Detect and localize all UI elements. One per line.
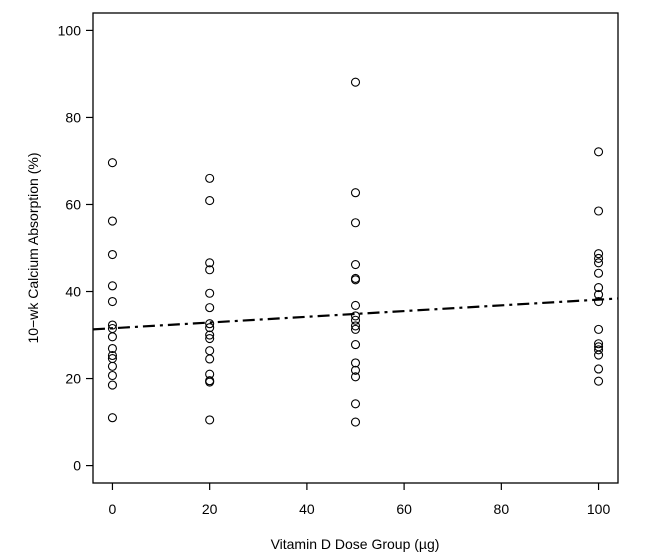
data-point	[594, 253, 604, 263]
data-point	[205, 258, 215, 268]
data-point	[594, 339, 604, 349]
data-point	[594, 147, 604, 157]
plot-frame	[92, 12, 619, 484]
data-point	[594, 258, 604, 268]
data-point	[205, 330, 215, 340]
data-point	[350, 315, 361, 325]
data-point	[107, 216, 117, 226]
data-point	[594, 296, 604, 307]
data-point	[594, 376, 604, 386]
x-tick-label-4: 80	[494, 501, 510, 517]
data-point	[205, 354, 215, 364]
x-tick-label-3: 60	[396, 501, 412, 517]
data-point	[594, 345, 604, 355]
x-axis-title: Vitamin D Dose Group (µg)	[271, 536, 440, 552]
data-point	[594, 350, 604, 360]
data-point	[107, 370, 117, 381]
data-point	[205, 265, 215, 275]
y-tick-label-3: 60	[65, 196, 81, 212]
data-point	[350, 188, 361, 198]
data-point	[107, 350, 117, 361]
data-point	[350, 275, 361, 285]
data-point	[205, 196, 215, 206]
data-point	[205, 346, 215, 356]
x-tick-label-2: 40	[299, 501, 315, 517]
data-point	[205, 319, 215, 329]
data-point	[350, 399, 361, 409]
data-point	[350, 300, 361, 310]
data-point	[350, 365, 361, 375]
data-point	[205, 323, 215, 333]
data-point	[107, 296, 117, 307]
data-point	[594, 249, 604, 259]
data-point	[350, 340, 361, 350]
y-axis: 0 20 40 60 80 100	[58, 22, 93, 474]
data-point	[205, 173, 215, 183]
data-point	[594, 206, 604, 216]
y-axis-title: 10−wk Calcium Absorption (%)	[25, 152, 41, 343]
data-points	[107, 77, 604, 427]
data-point	[350, 218, 361, 228]
data-point	[350, 358, 361, 368]
data-point	[350, 77, 361, 87]
x-tick-label-5: 100	[587, 501, 611, 517]
data-point	[594, 364, 604, 374]
data-point	[205, 288, 215, 298]
y-tick-label-5: 100	[58, 22, 82, 38]
data-point	[107, 332, 117, 342]
data-point	[350, 417, 361, 427]
data-point	[205, 333, 215, 344]
x-tick-label-1: 20	[202, 501, 218, 517]
data-point	[350, 321, 361, 331]
data-point	[205, 377, 215, 387]
y-tick-label-0: 0	[73, 458, 81, 474]
data-point	[107, 413, 117, 423]
data-point	[350, 259, 361, 270]
data-point	[594, 324, 604, 334]
data-point	[107, 361, 117, 371]
y-tick-label-4: 80	[65, 109, 81, 125]
data-point	[107, 281, 117, 291]
y-tick-label-1: 20	[65, 371, 81, 387]
data-point	[594, 283, 604, 293]
data-point	[107, 343, 117, 354]
data-point	[107, 249, 117, 260]
data-point	[205, 303, 215, 313]
data-point	[107, 380, 117, 390]
data-point	[350, 372, 361, 382]
data-point	[107, 158, 117, 168]
data-point	[350, 324, 361, 334]
y-tick-label-2: 40	[65, 284, 81, 300]
data-point	[205, 415, 215, 425]
data-point	[594, 268, 604, 278]
data-point	[350, 311, 361, 321]
x-axis: 0 20 40 60 80 100	[109, 483, 611, 517]
x-tick-label-0: 0	[109, 501, 117, 517]
